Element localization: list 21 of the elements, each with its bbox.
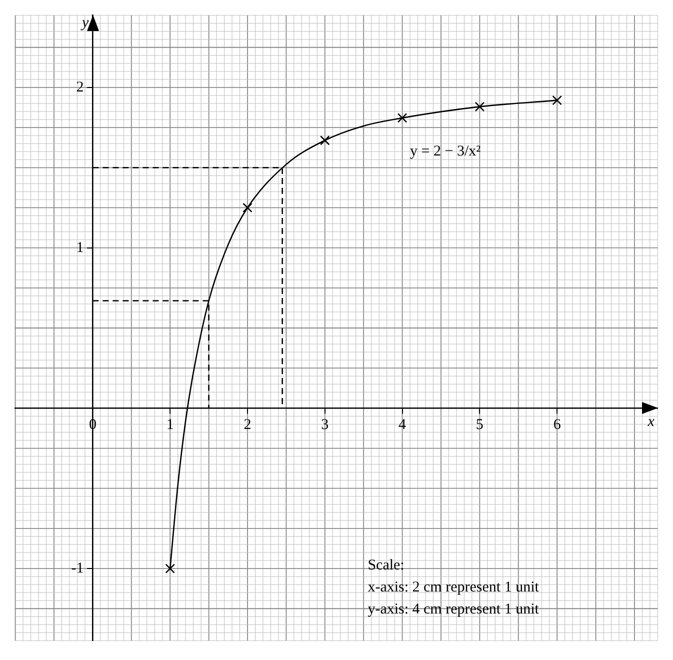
x-axis-title: x bbox=[646, 414, 655, 430]
x-tick-label: 2 bbox=[244, 417, 252, 434]
y-axis-title: y bbox=[80, 15, 90, 32]
point bbox=[165, 564, 175, 574]
x-tick-label: 3 bbox=[321, 417, 329, 434]
point bbox=[552, 95, 562, 106]
x-tick-label: 6 bbox=[553, 417, 562, 434]
x-tick-label: 5 bbox=[476, 417, 484, 434]
y-tick-label: -1 bbox=[71, 560, 84, 576]
point bbox=[397, 113, 408, 123]
point bbox=[474, 102, 485, 112]
annotation: y-axis: 4 cm represent 1 unit bbox=[368, 602, 540, 618]
annotation: Scale: bbox=[368, 558, 404, 574]
x-tick-label: 1 bbox=[166, 417, 174, 434]
y-tick-label: 1 bbox=[76, 240, 84, 256]
annotation: x-axis: 2 cm represent 1 unit bbox=[368, 580, 540, 596]
y-tick-label: 2 bbox=[76, 79, 84, 96]
point bbox=[242, 202, 252, 213]
annotation: y = 2 − 3/x² bbox=[410, 144, 482, 160]
point bbox=[320, 135, 330, 146]
x-tick-label: 4 bbox=[398, 417, 407, 434]
